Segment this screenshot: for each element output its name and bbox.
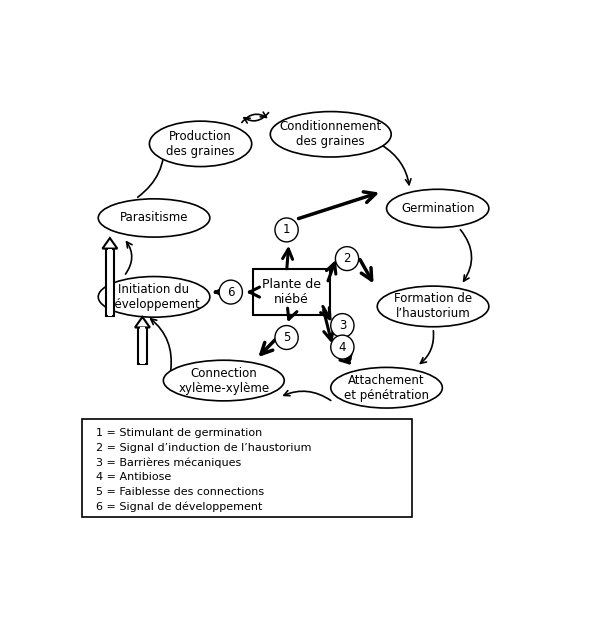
FancyBboxPatch shape — [107, 248, 112, 316]
Text: 1 = Stimulant de germination
2 = Signal d’induction de l’haustorium
3 = Barrière: 1 = Stimulant de germination 2 = Signal … — [96, 428, 311, 512]
FancyBboxPatch shape — [140, 327, 145, 364]
Text: 4: 4 — [338, 340, 346, 353]
Circle shape — [275, 218, 298, 242]
FancyBboxPatch shape — [253, 270, 329, 315]
Text: Plante de
niébé: Plante de niébé — [262, 278, 321, 306]
Ellipse shape — [163, 360, 284, 401]
Text: 3: 3 — [338, 319, 346, 332]
FancyBboxPatch shape — [138, 327, 146, 364]
Text: Parasitisme: Parasitisme — [120, 212, 188, 224]
Text: Conditionnement
des graines: Conditionnement des graines — [280, 120, 382, 148]
Circle shape — [331, 314, 354, 338]
Text: Initiation du
développement: Initiation du développement — [107, 283, 200, 311]
Text: 2: 2 — [343, 252, 351, 265]
Text: 1: 1 — [283, 224, 290, 237]
Polygon shape — [135, 317, 150, 327]
FancyBboxPatch shape — [82, 419, 412, 517]
Text: Germination: Germination — [401, 202, 475, 215]
Circle shape — [335, 247, 359, 271]
FancyBboxPatch shape — [106, 248, 114, 316]
Text: Formation de
l’haustorium: Formation de l’haustorium — [394, 292, 472, 320]
Circle shape — [275, 325, 298, 350]
Ellipse shape — [98, 276, 210, 317]
Circle shape — [219, 280, 242, 304]
Text: 5: 5 — [283, 331, 290, 344]
Ellipse shape — [149, 121, 252, 166]
Circle shape — [331, 335, 354, 359]
Polygon shape — [103, 238, 118, 248]
Ellipse shape — [98, 199, 210, 237]
Text: Attachement
et pénétration: Attachement et pénétration — [344, 374, 429, 402]
Text: 6: 6 — [227, 286, 235, 299]
Ellipse shape — [331, 368, 442, 408]
Ellipse shape — [271, 112, 391, 157]
Ellipse shape — [386, 189, 489, 227]
Text: Connection
xylème-xylème: Connection xylème-xylème — [178, 366, 269, 394]
Text: Production
des graines: Production des graines — [166, 130, 235, 158]
Ellipse shape — [377, 286, 489, 327]
